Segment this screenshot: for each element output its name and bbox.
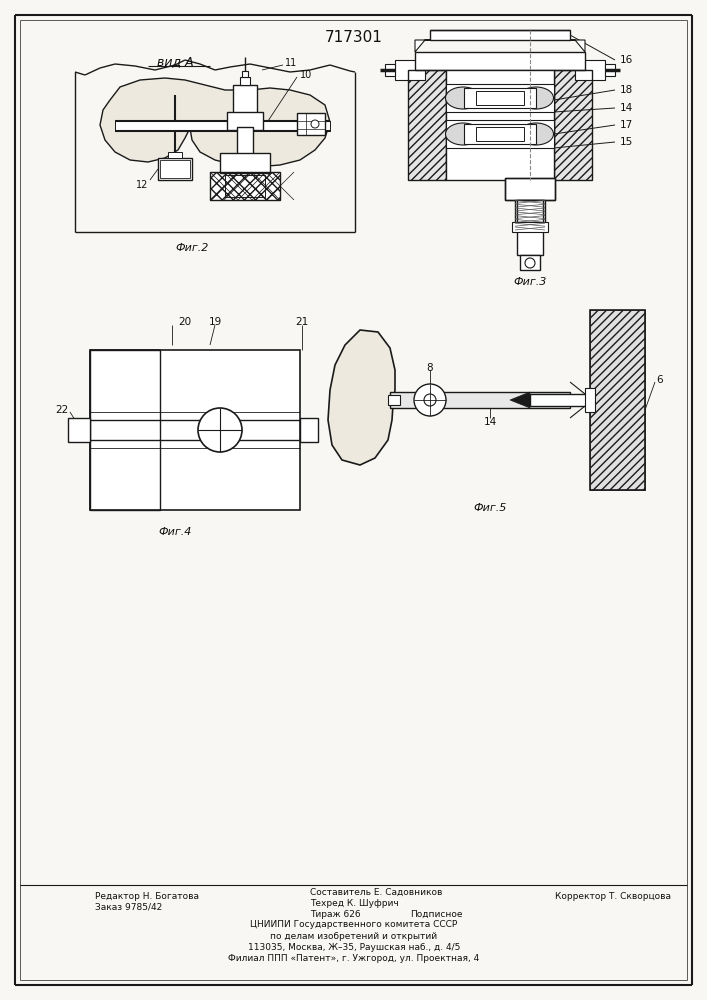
Bar — [515, 200, 545, 230]
Text: Фиг.2: Фиг.2 — [175, 243, 209, 253]
Bar — [90, 350, 300, 510]
Text: 15: 15 — [620, 137, 633, 147]
Bar — [388, 395, 400, 405]
Bar — [158, 158, 192, 180]
Bar — [240, 77, 250, 85]
Bar — [476, 91, 524, 105]
Bar — [115, 121, 330, 131]
Bar — [385, 64, 395, 76]
Text: 19: 19 — [209, 317, 221, 327]
Bar — [554, 70, 592, 180]
Polygon shape — [510, 392, 530, 408]
Text: Техред К. Шуфрич: Техред К. Шуфрич — [310, 899, 399, 908]
Bar — [160, 160, 190, 178]
Bar — [505, 178, 555, 200]
Bar — [390, 392, 570, 408]
Text: 717301: 717301 — [325, 29, 383, 44]
Text: вид А: вид А — [157, 55, 193, 68]
Ellipse shape — [445, 87, 481, 109]
Polygon shape — [415, 40, 440, 52]
Text: 20: 20 — [178, 317, 192, 327]
Polygon shape — [90, 350, 160, 510]
Bar — [446, 120, 554, 148]
Polygon shape — [100, 78, 330, 167]
Text: Филиал ППП «Патент», г. Ужгород, ул. Проектная, 4: Филиал ППП «Патент», г. Ужгород, ул. Про… — [228, 954, 479, 963]
Text: Фиг.3: Фиг.3 — [513, 277, 547, 287]
Bar — [225, 175, 265, 197]
Bar — [430, 30, 570, 40]
Text: 14: 14 — [484, 417, 496, 427]
Bar — [505, 178, 555, 200]
Text: 18: 18 — [620, 85, 633, 95]
Bar — [512, 222, 548, 232]
Text: 10: 10 — [300, 70, 312, 80]
Bar — [505, 178, 555, 200]
Bar — [160, 160, 190, 178]
Circle shape — [525, 258, 535, 268]
Text: ЦНИИПИ Государственного комитета СССР: ЦНИИПИ Государственного комитета СССР — [250, 920, 457, 929]
Bar — [408, 70, 446, 180]
Text: Редактор Н. Богатова: Редактор Н. Богатова — [95, 892, 199, 901]
Bar — [605, 64, 615, 76]
Text: 17: 17 — [620, 120, 633, 130]
Text: 6: 6 — [657, 375, 663, 385]
Bar — [446, 70, 554, 180]
Bar — [297, 113, 325, 135]
Text: 113035, Москва, Ж–35, Раушская наб., д. 4/5: 113035, Москва, Ж–35, Раушская наб., д. … — [248, 943, 460, 952]
Text: 16: 16 — [620, 55, 633, 65]
Text: Подписное: Подписное — [410, 910, 462, 919]
Ellipse shape — [518, 87, 554, 109]
Bar — [220, 153, 270, 173]
Bar — [530, 394, 590, 406]
Polygon shape — [560, 40, 585, 52]
Bar — [590, 310, 645, 490]
Bar — [233, 85, 257, 115]
Circle shape — [198, 408, 242, 452]
Circle shape — [424, 394, 436, 406]
Bar — [210, 172, 280, 200]
Ellipse shape — [445, 123, 481, 145]
Text: 14: 14 — [620, 103, 633, 113]
Bar — [395, 60, 425, 80]
Bar — [517, 200, 543, 255]
Text: Тираж 626: Тираж 626 — [310, 910, 361, 919]
Text: Корректор Т. Скворцова: Корректор Т. Скворцова — [555, 892, 671, 901]
Text: 8: 8 — [427, 363, 433, 373]
Circle shape — [414, 384, 446, 416]
Bar — [464, 88, 536, 108]
Text: 12: 12 — [136, 180, 148, 190]
Bar — [590, 310, 645, 490]
Bar — [90, 350, 160, 510]
Bar — [168, 152, 182, 158]
Bar — [68, 418, 90, 442]
Bar — [210, 172, 280, 200]
Text: Фиг.5: Фиг.5 — [473, 503, 507, 513]
Text: Заказ 9785/42: Заказ 9785/42 — [95, 903, 162, 912]
Bar — [554, 70, 592, 180]
Bar — [237, 127, 253, 155]
Text: 22: 22 — [54, 405, 68, 415]
Bar — [227, 112, 263, 130]
Bar — [300, 418, 318, 442]
Text: 21: 21 — [295, 317, 308, 327]
Bar — [575, 60, 605, 80]
Ellipse shape — [518, 123, 554, 145]
Text: Фиг.4: Фиг.4 — [158, 527, 192, 537]
Bar — [408, 70, 446, 180]
Polygon shape — [328, 330, 395, 465]
Circle shape — [311, 120, 319, 128]
Bar — [476, 127, 524, 141]
Text: по делам изобретений и открытий: по делам изобретений и открытий — [271, 932, 438, 941]
Bar — [446, 84, 554, 112]
Bar — [242, 71, 248, 77]
Text: 11: 11 — [285, 58, 297, 68]
Bar — [464, 124, 536, 144]
Bar — [520, 255, 540, 270]
Bar — [585, 388, 595, 412]
Bar — [415, 52, 585, 70]
Text: Составитель Е. Садовников: Составитель Е. Садовников — [310, 888, 443, 897]
Bar — [90, 350, 160, 510]
